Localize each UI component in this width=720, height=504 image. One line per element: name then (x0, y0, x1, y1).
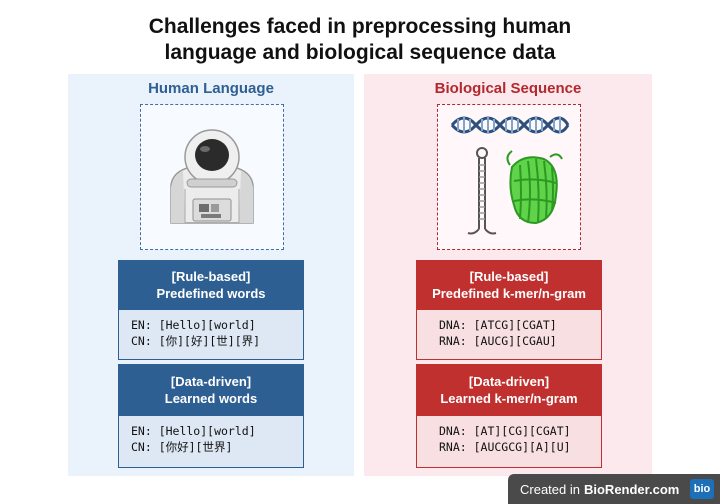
human-rule-based-label: [Rule-based] (171, 269, 251, 284)
bio-data-driven-header: [Data-driven] Learned k-mer/n-gram (416, 364, 602, 416)
human-data-driven-label: [Data-driven] (170, 374, 252, 389)
human-language-panel: Human Language [Rule-based] Pr (68, 74, 354, 476)
human-language-heading: Human Language (148, 80, 274, 97)
biorender-logo-icon: bio (690, 479, 714, 499)
human-rule-based-cn: CN: [你][好][世][界] (131, 334, 261, 348)
biomolecule-image-frame (437, 104, 581, 250)
human-rule-based-en: EN: [Hello][world] (131, 318, 256, 332)
bio-rule-based-label: [Rule-based] (469, 269, 549, 284)
astronaut-image-frame (140, 104, 284, 250)
human-rule-based-box: [Rule-based] Predefined words EN: [Hello… (118, 260, 304, 360)
rna-hairpin-icon (467, 147, 497, 235)
human-data-driven-cn: CN: [你好][世界] (131, 440, 233, 454)
human-data-driven-en: EN: [Hello][world] (131, 424, 256, 438)
bio-data-driven-box: [Data-driven] Learned k-mer/n-gram DNA: … (416, 364, 602, 468)
badge-prefix: Created in (520, 481, 580, 497)
bio-rule-based-subtitle: Predefined k-mer/n-gram (432, 286, 586, 301)
title-line-2: language and biological sequence data (164, 41, 556, 64)
human-data-driven-box: [Data-driven] Learned words EN: [Hello][… (118, 364, 304, 468)
bio-data-driven-examples: DNA: [AT][CG][CGAT] RNA: [AUCGCG][A][U] (416, 416, 602, 468)
astronaut-icon (170, 129, 254, 224)
bio-data-driven-subtitle: Learned k-mer/n-gram (440, 391, 578, 406)
human-rule-based-header: [Rule-based] Predefined words (118, 260, 304, 310)
bio-rule-based-dna: DNA: [ATCG][CGAT] (439, 318, 557, 332)
biorender-credit-badge[interactable]: Created in BioRender.com bio (508, 474, 720, 504)
human-data-driven-header: [Data-driven] Learned words (118, 364, 304, 416)
bio-data-driven-rna: RNA: [AUCGCG][A][U] (439, 440, 571, 454)
human-rule-based-subtitle: Predefined words (156, 286, 266, 301)
human-rule-based-examples: EN: [Hello][world] CN: [你][好][世][界] (118, 310, 304, 360)
dna-rna-protein-icon (450, 116, 570, 235)
bio-rule-based-header: [Rule-based] Predefined k-mer/n-gram (416, 260, 602, 310)
dna-helix-icon (450, 116, 570, 134)
bio-rule-based-rna: RNA: [AUCG][CGAU] (439, 334, 557, 348)
bio-data-driven-label: [Data-driven] (468, 374, 550, 389)
badge-brand: BioRender.com (583, 481, 680, 497)
human-data-driven-examples: EN: [Hello][world] CN: [你好][世界] (118, 416, 304, 468)
bio-rule-based-examples: DNA: [ATCG][CGAT] RNA: [AUCG][CGAU] (416, 310, 602, 360)
protein-structure-icon (506, 150, 563, 225)
bio-data-driven-dna: DNA: [AT][CG][CGAT] (439, 424, 571, 438)
biological-sequence-heading: Biological Sequence (434, 80, 582, 97)
diagram-title: Challenges faced in preprocessing human … (0, 14, 720, 66)
biological-sequence-panel: Biological Sequence (364, 74, 652, 476)
title-line-1: Challenges faced in preprocessing human (148, 15, 572, 38)
bio-rule-based-box: [Rule-based] Predefined k-mer/n-gram DNA… (416, 260, 602, 360)
human-data-driven-subtitle: Learned words (164, 391, 258, 406)
